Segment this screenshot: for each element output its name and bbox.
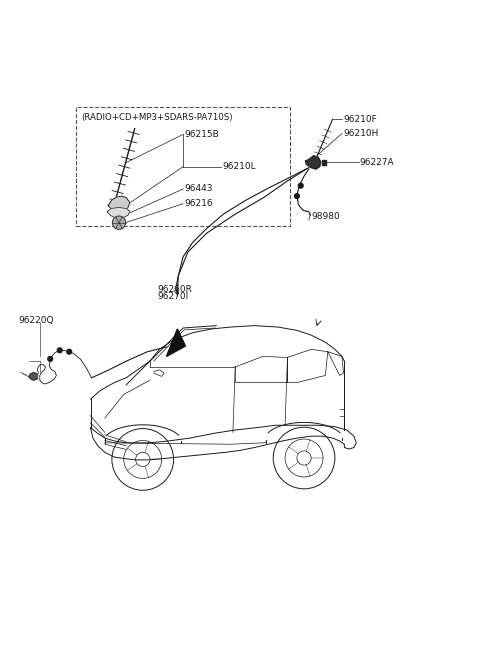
Polygon shape — [167, 329, 185, 356]
Bar — [322, 160, 326, 165]
Circle shape — [57, 348, 62, 353]
Text: 96260R: 96260R — [157, 285, 192, 294]
Text: 98980: 98980 — [312, 212, 340, 221]
Circle shape — [48, 356, 53, 361]
Circle shape — [295, 194, 300, 199]
Polygon shape — [29, 373, 37, 380]
Text: 96210F: 96210F — [343, 115, 377, 124]
Text: (RADIO+CD+MP3+SDARS-PA710S): (RADIO+CD+MP3+SDARS-PA710S) — [81, 113, 233, 122]
Bar — [76, 108, 290, 226]
Polygon shape — [305, 155, 321, 169]
Circle shape — [299, 183, 303, 188]
Polygon shape — [108, 196, 130, 211]
Text: 96270I: 96270I — [157, 292, 188, 301]
Text: 96210H: 96210H — [343, 129, 378, 138]
Polygon shape — [107, 207, 130, 218]
Text: 96215B: 96215B — [184, 130, 219, 139]
Text: 96210L: 96210L — [222, 162, 255, 171]
Text: 96443: 96443 — [184, 184, 213, 194]
Circle shape — [112, 216, 126, 230]
Text: 96220Q: 96220Q — [18, 316, 53, 325]
Text: 96216: 96216 — [184, 199, 213, 208]
Text: 96227A: 96227A — [360, 158, 394, 167]
Circle shape — [67, 350, 72, 354]
